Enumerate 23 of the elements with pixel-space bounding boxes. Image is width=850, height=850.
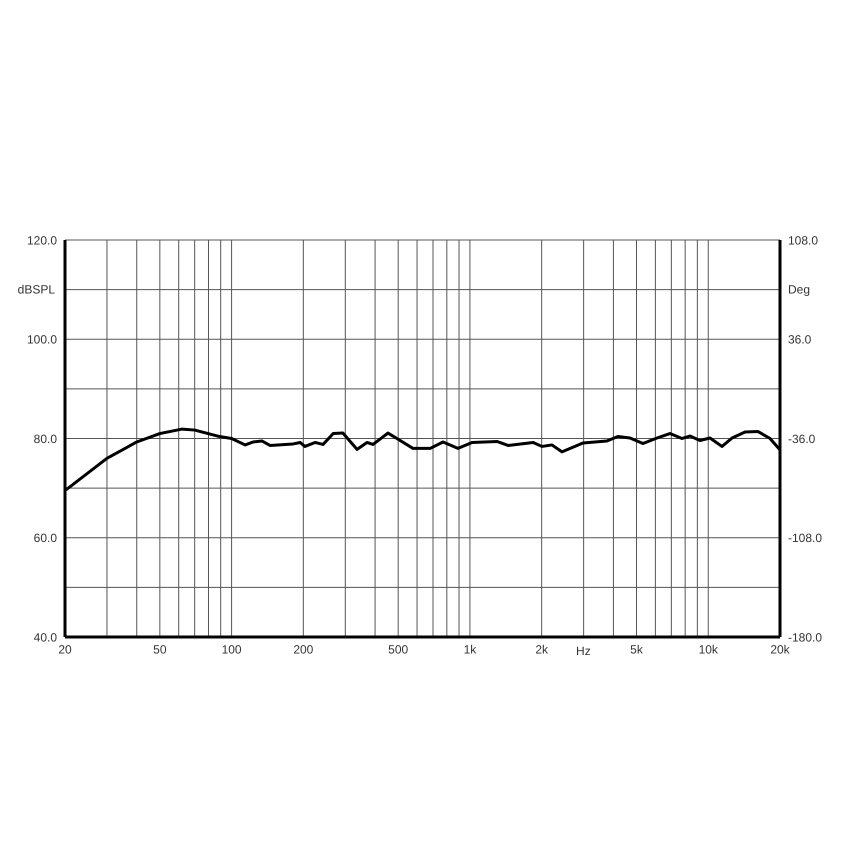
x-tick-label: 5k (630, 642, 644, 657)
x-tick-label: 100 (222, 642, 242, 657)
x-tick-label: 2k (535, 642, 549, 657)
y2-tick-label: -108.0 (788, 531, 822, 546)
y-tick-label: 100.0 (26, 332, 58, 347)
x-tick-label: 200 (293, 642, 314, 657)
y2-axis-title: Deg (788, 282, 810, 297)
x-tick-label: 1k (464, 642, 478, 657)
y-tick-label: 60.0 (34, 531, 58, 546)
y-tick-label: 40.0 (34, 630, 58, 644)
y2-tick-label: -36.0 (788, 432, 816, 446)
x-axis-title: Hz (576, 644, 591, 658)
x-tick-label: 20 (58, 642, 72, 657)
x-tick-label: 20k (770, 642, 791, 657)
y-tick-label: 80.0 (34, 432, 58, 446)
y2-tick-label: 36.0 (788, 332, 812, 347)
y2-tick-label: -180.0 (788, 630, 822, 644)
x-tick-label: 500 (388, 642, 409, 657)
y-tick-label: 120.0 (26, 233, 58, 248)
x-tick-label: 50 (153, 642, 167, 657)
y2-tick-label: 108.0 (788, 233, 818, 248)
y-axis-title: dBSPL (18, 282, 56, 297)
x-tick-label: 10k (698, 642, 719, 657)
